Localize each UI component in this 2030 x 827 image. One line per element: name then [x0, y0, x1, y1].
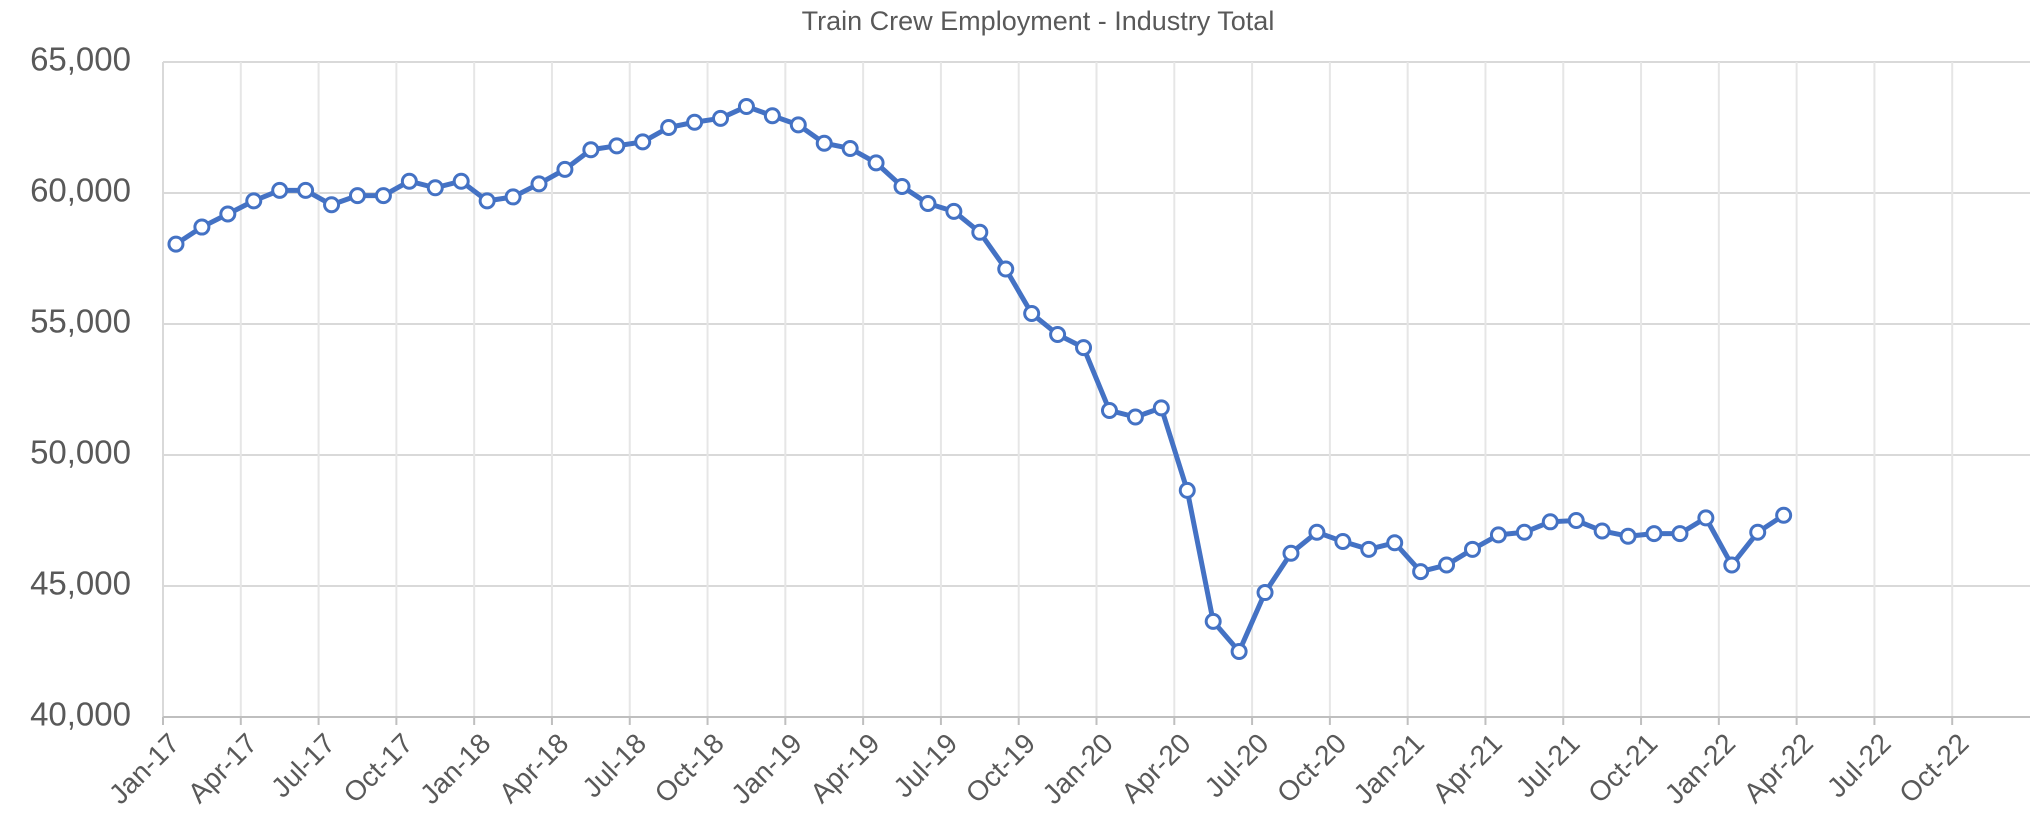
- marker: [1049, 325, 1067, 343]
- marker: [271, 181, 289, 199]
- marker: [997, 260, 1015, 278]
- marker: [1386, 534, 1404, 552]
- marker: [712, 109, 730, 127]
- marker: [1775, 506, 1793, 524]
- marker: [323, 196, 341, 214]
- y-tick-label: 50,000: [30, 434, 131, 471]
- marker: [815, 134, 833, 152]
- x-tick-label: Jan-21: [1348, 727, 1430, 809]
- x-tick-label: Jul-21: [1510, 727, 1586, 803]
- marker: [1308, 523, 1326, 541]
- x-tick-label: Jul-20: [1199, 727, 1275, 803]
- x-tick-label: Oct-18: [649, 727, 730, 808]
- marker: [1671, 525, 1689, 543]
- x-tick-label: Jan-17: [103, 727, 185, 809]
- x-tick-label: Apr-17: [182, 727, 263, 808]
- marker: [219, 205, 237, 223]
- marker: [1723, 556, 1741, 574]
- marker: [297, 181, 315, 199]
- marker: [945, 202, 963, 220]
- marker: [245, 192, 263, 210]
- x-tick-label: Oct-21: [1582, 727, 1663, 808]
- y-tick-label: 60,000: [30, 172, 131, 209]
- marker: [530, 175, 548, 193]
- x-tick-label: Jul-22: [1821, 727, 1897, 803]
- marker: [893, 177, 911, 195]
- marker: [1126, 408, 1144, 426]
- x-tick-label: Apr-22: [1738, 727, 1819, 808]
- marker: [1489, 526, 1507, 544]
- marker: [556, 160, 574, 178]
- marker: [1515, 523, 1533, 541]
- marker: [1749, 523, 1767, 541]
- marker: [919, 194, 937, 212]
- marker: [400, 172, 418, 190]
- marker: [608, 137, 626, 155]
- y-tick-label: 45,000: [30, 565, 131, 602]
- marker: [1152, 399, 1170, 417]
- y-tick-label: 40,000: [30, 696, 131, 733]
- marker: [841, 139, 859, 157]
- marker: [867, 154, 885, 172]
- marker: [1256, 584, 1274, 602]
- marker: [789, 116, 807, 134]
- x-tick-label: Jan-22: [1659, 727, 1741, 809]
- marker: [1567, 512, 1585, 529]
- x-tick-label: Jan-18: [414, 727, 496, 809]
- marker: [1593, 522, 1611, 540]
- marker: [426, 179, 444, 197]
- x-tick-label: Apr-20: [1115, 727, 1196, 808]
- x-tick-label: Oct-17: [337, 727, 418, 808]
- marker: [660, 119, 678, 136]
- marker: [971, 223, 989, 241]
- x-tick-label: Oct-20: [1271, 727, 1352, 808]
- marker: [1204, 612, 1222, 630]
- y-tick-label: 65,000: [30, 41, 131, 78]
- marker: [1697, 509, 1715, 527]
- marker: [167, 235, 185, 253]
- x-tick-label: Apr-21: [1426, 727, 1507, 808]
- marker: [1412, 563, 1430, 581]
- marker: [348, 187, 366, 205]
- marker: [1178, 481, 1196, 499]
- marker: [1360, 540, 1378, 558]
- marker: [452, 172, 470, 190]
- marker: [504, 188, 522, 206]
- x-tick-label: Apr-19: [804, 727, 885, 808]
- marker: [1075, 339, 1093, 357]
- x-tick-label: Jul-18: [576, 727, 652, 803]
- marker: [737, 98, 755, 116]
- marker: [1438, 556, 1456, 574]
- x-tick-label: Jul-19: [887, 727, 963, 803]
- marker: [1230, 643, 1248, 660]
- x-tick-label: Oct-22: [1893, 727, 1974, 808]
- marker: [763, 107, 781, 125]
- chart-title: Train Crew Employment - Industry Total: [802, 6, 1275, 36]
- marker: [582, 141, 600, 159]
- marker: [193, 218, 211, 236]
- marker: [634, 133, 652, 151]
- marker: [374, 187, 392, 205]
- marker: [1282, 544, 1300, 562]
- marker: [1023, 305, 1041, 323]
- x-tick-label: Jan-19: [725, 727, 807, 809]
- marker: [1541, 513, 1559, 531]
- x-tick-label: Apr-18: [493, 727, 574, 808]
- marker: [478, 192, 496, 210]
- marker: [1100, 401, 1118, 419]
- marker: [1645, 525, 1663, 543]
- marker: [686, 113, 704, 131]
- x-tick-label: Jul-17: [265, 727, 341, 803]
- x-tick-label: Jan-20: [1036, 727, 1118, 809]
- marker: [1619, 527, 1637, 545]
- marker: [1463, 540, 1481, 558]
- line: [174, 104, 1786, 654]
- y-tick-label: 55,000: [30, 303, 131, 340]
- marker: [1334, 532, 1352, 550]
- x-tick-label: Oct-19: [960, 727, 1041, 808]
